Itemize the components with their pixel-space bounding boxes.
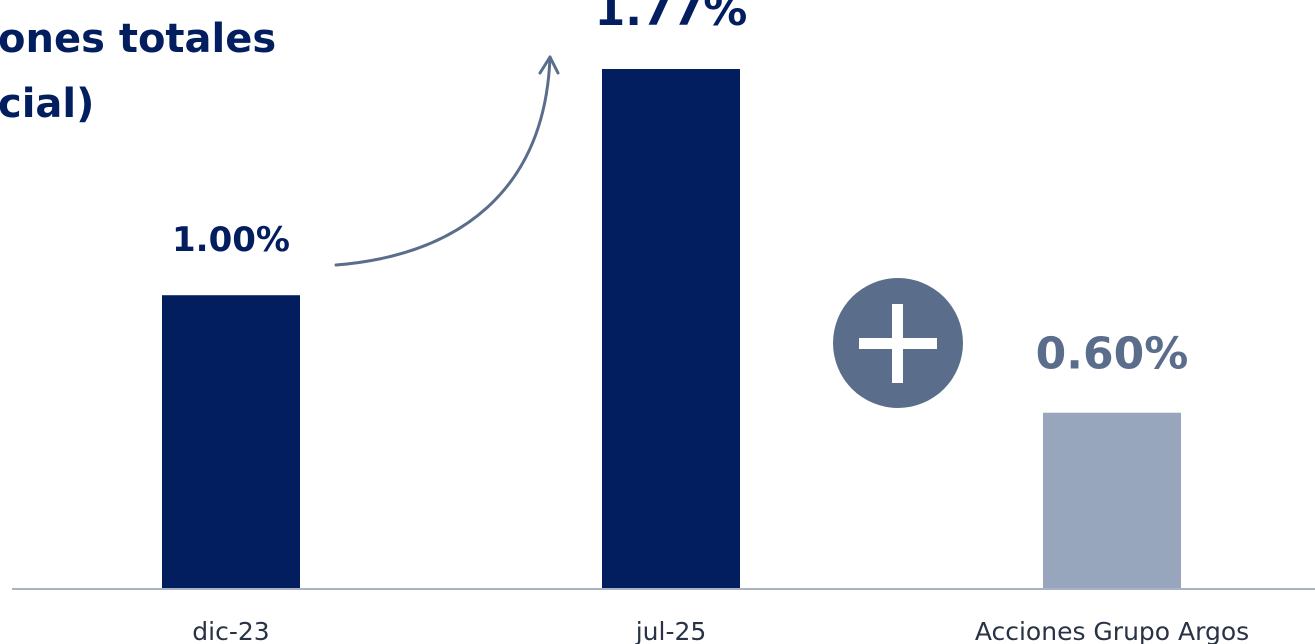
data-label: 1.77% xyxy=(595,0,748,36)
plus-icon xyxy=(833,278,963,408)
x-tick-label: dic-23 xyxy=(192,617,269,644)
chart-title-line-1: ones totales xyxy=(0,16,276,62)
category-labels-layer: dic-23 jul-25 Acciones Grupo Argos xyxy=(192,617,1249,644)
bar-acciones-grupo-argos xyxy=(1043,412,1181,589)
data-label: 0.60% xyxy=(1036,329,1189,380)
chart-title-line-2: cial) xyxy=(0,81,94,127)
bar-jul-25 xyxy=(602,69,740,589)
curved-arrow-icon xyxy=(334,55,560,267)
x-tick-label: Acciones Grupo Argos xyxy=(975,617,1249,644)
data-label: 1.00% xyxy=(172,220,290,260)
x-tick-label: jul-25 xyxy=(635,617,707,644)
bars-layer xyxy=(162,69,1181,589)
bar-dic-23 xyxy=(162,295,300,589)
value-labels-layer: 1.00% 1.77% 0.60% xyxy=(172,0,1188,380)
